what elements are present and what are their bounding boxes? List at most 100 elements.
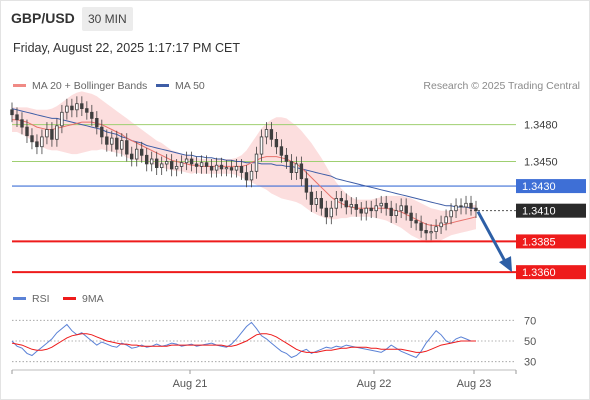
candle-body: [324, 207, 328, 218]
candle-body: [35, 141, 39, 148]
forecast-arrow-head: [499, 256, 512, 273]
candle-body: [419, 222, 423, 231]
x-tick-label: Aug 23: [457, 378, 492, 390]
candle-body: [85, 108, 89, 113]
candle-body: [55, 125, 59, 140]
candle-body: [169, 161, 174, 170]
candle-body: [314, 197, 318, 205]
candle-body: [20, 119, 24, 128]
candle-body: [469, 202, 473, 209]
candle-body: [244, 172, 249, 181]
candle-body: [379, 202, 383, 207]
candle-body: [65, 105, 69, 113]
level-label-1.3450: 1.3450: [524, 156, 558, 168]
candle-body: [339, 197, 343, 202]
candle-body: [80, 103, 84, 109]
candle-body: [439, 222, 443, 228]
candle-body: [224, 167, 229, 170]
level-label-1.3430-tag: [516, 179, 586, 194]
level-label-1.3410: 1.3410: [522, 206, 556, 218]
rsi-tick-30: 30: [524, 357, 536, 369]
candle-body: [369, 207, 373, 212]
candle-body: [394, 210, 398, 216]
candle-body: [95, 118, 99, 128]
candle-body: [159, 163, 164, 168]
ma50-line: [11, 108, 476, 209]
legend-rsi-label: RSI: [32, 293, 50, 305]
bollinger-band: [12, 91, 476, 243]
candle-body: [229, 167, 234, 171]
candle-body: [434, 226, 438, 232]
candle-body: [344, 200, 348, 208]
candle-body: [105, 136, 109, 145]
candle-body: [100, 126, 104, 138]
candle-body: [329, 207, 333, 218]
candle-body: [444, 216, 448, 224]
candle-body: [264, 129, 269, 138]
candle-body: [189, 158, 194, 165]
rsi-ma-swatch: [63, 296, 76, 300]
candle-body: [289, 161, 294, 174]
candle-body: [15, 114, 19, 121]
candle-body: [309, 191, 314, 205]
candle-body: [199, 162, 204, 167]
candle-body: [75, 103, 79, 111]
candle-body: [349, 204, 353, 208]
legend-ma50-label: MA 50: [175, 80, 205, 92]
candle-body: [269, 129, 274, 140]
candle-body: [284, 154, 289, 162]
forecast-arrow-shaft: [476, 210, 508, 264]
candle-body: [409, 212, 413, 221]
candle-body: [399, 205, 403, 212]
candle-body: [364, 207, 368, 214]
candle-body: [449, 210, 453, 218]
rsi-tick-70: 70: [524, 315, 536, 327]
candle-body: [125, 140, 129, 155]
level-label-1.3385-tag: [516, 234, 586, 249]
candle-body: [219, 164, 224, 170]
level-label-1.3410-tag: [516, 203, 586, 218]
candle-body: [90, 111, 94, 119]
legend-rsi-ma-label: 9MA: [82, 293, 104, 305]
candle-body: [115, 137, 119, 150]
legend-rsi-ma: 9MA: [63, 293, 104, 305]
candle-body: [214, 164, 219, 171]
candle-body: [429, 231, 433, 234]
legend-ma20-label: MA 20 + Bollinger Bands: [32, 80, 148, 92]
candle-body: [154, 158, 159, 169]
candle-body: [10, 109, 14, 116]
candle-body: [319, 197, 323, 209]
level-label-1.3430: 1.3430: [522, 181, 556, 193]
candle-body: [274, 138, 279, 148]
ma20-swatch: [13, 83, 26, 87]
candle-body: [110, 137, 114, 145]
candle-body: [389, 207, 393, 216]
candle-body: [384, 202, 388, 209]
candle-body: [164, 161, 169, 165]
candle-body: [60, 111, 64, 127]
candle-body: [144, 154, 149, 165]
candle-body: [259, 136, 264, 155]
candle-body: [30, 135, 34, 143]
candle-body: [139, 148, 144, 156]
rsi-swatch: [13, 296, 26, 300]
candle-body: [304, 178, 309, 193]
candle-body: [414, 220, 418, 224]
candle-body: [249, 170, 254, 181]
ma20-line: [12, 119, 477, 226]
timeframe-button[interactable]: 30 MIN: [82, 7, 133, 31]
legend-rsi: RSI: [13, 293, 50, 305]
candle-body: [25, 126, 29, 137]
candle-body: [50, 129, 54, 140]
candle-body: [174, 165, 179, 170]
candle-body: [204, 162, 209, 167]
candle-body: [354, 204, 358, 210]
level-label-1.3360-tag: [516, 265, 586, 280]
candle-body: [254, 153, 259, 172]
candle-body: [474, 207, 478, 212]
candle-body: [299, 163, 304, 180]
candle-body: [209, 165, 214, 171]
candle-body: [120, 140, 124, 150]
candle-body: [464, 202, 468, 208]
candle-body: [334, 197, 338, 209]
